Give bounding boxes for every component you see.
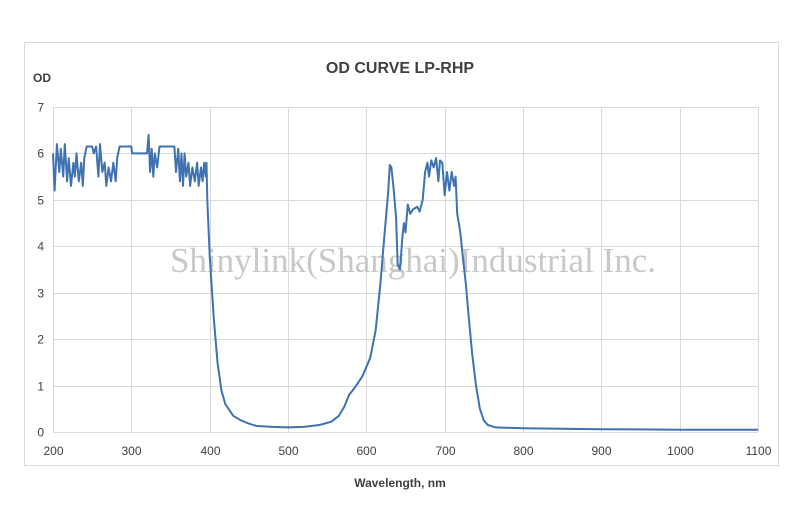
y-tick-label: 7 — [37, 101, 44, 115]
series-line-od — [52, 133, 758, 431]
y-tick-label: 4 — [37, 240, 44, 254]
y-tick-label: 1 — [37, 380, 44, 394]
y-tick-label: 6 — [37, 147, 44, 161]
y-tick-label: 5 — [37, 194, 44, 208]
x-tick-label: 200 — [43, 444, 63, 458]
x-tick-label: 500 — [278, 444, 298, 458]
y-tick-labels: 0 1 2 3 4 5 6 7 — [37, 101, 44, 440]
x-tick-label: 400 — [200, 444, 220, 458]
x-axis-label: Wavelength, nm — [354, 476, 446, 490]
y-tick-label: 3 — [37, 287, 44, 301]
watermark-text: Shinylink(Shanghai)Industrial Inc. — [170, 241, 656, 280]
y-tick-label: 0 — [37, 426, 44, 440]
series-group — [52, 133, 758, 431]
x-tick-label: 900 — [591, 444, 611, 458]
x-tick-label: 300 — [121, 444, 141, 458]
x-tick-label: 1100 — [746, 444, 772, 458]
x-tick-labels: 200 300 400 500 600 700 800 900 1000 1100 — [43, 444, 771, 458]
y-axis-label: OD — [33, 71, 51, 85]
y-tick-label: 2 — [37, 333, 44, 347]
x-tick-label: 1000 — [667, 444, 694, 458]
chart-title: OD CURVE LP-RHP — [326, 60, 474, 77]
x-tick-label: 700 — [435, 444, 455, 458]
x-tick-label: 800 — [513, 444, 533, 458]
x-tick-label: 600 — [356, 444, 376, 458]
